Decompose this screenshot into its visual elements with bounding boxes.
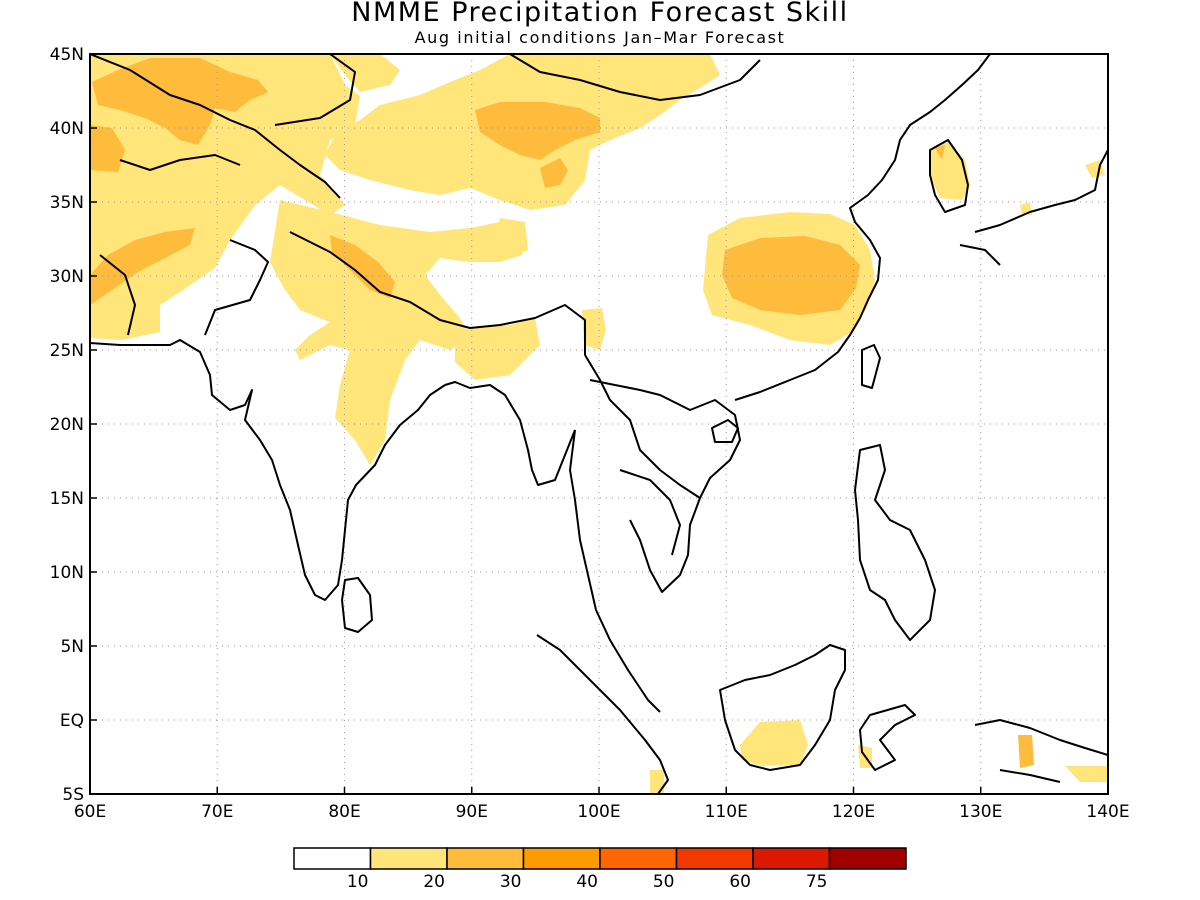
- shade-region-papua-high: [1018, 735, 1034, 768]
- chart-title: NMME Precipitation Forecast Skill: [351, 0, 849, 28]
- shade-region-borneo: [740, 720, 808, 766]
- colorbar-label: 10: [347, 872, 369, 892]
- colorbar-label: 60: [729, 872, 751, 892]
- shade-region-mongolia-high: [475, 102, 600, 160]
- colorbar-swatch: [369, 847, 448, 870]
- colorbar-label: 20: [423, 872, 445, 892]
- x-tick-label: 110E: [705, 802, 748, 822]
- colorbar-swatch: [599, 847, 678, 870]
- y-tick-label: 40N: [50, 119, 84, 139]
- coast-new-guinea: [974, 719, 1108, 783]
- shade-region-central-china-high: [722, 236, 860, 315]
- shade-region-new-guinea: [1065, 766, 1108, 782]
- border-central-asia: [90, 54, 761, 355]
- x-tick-label: 100E: [577, 802, 620, 822]
- shade-region-iran-high: [90, 125, 125, 172]
- colorbar-swatch: [522, 847, 601, 870]
- skill-shading: [90, 54, 1108, 794]
- y-tick-label: 35N: [50, 193, 84, 213]
- coast-sri-lanka: [341, 577, 373, 633]
- x-tick-label: 60E: [74, 802, 106, 822]
- shade-region-gansu-high: [540, 158, 568, 188]
- shade-region-yunnan: [582, 308, 606, 350]
- colorbar-swatch: [752, 847, 831, 870]
- coast-india: [90, 339, 446, 601]
- colorbar-label: 40: [576, 872, 598, 892]
- coast-sulawesi: [859, 704, 916, 771]
- x-tick-label: 80E: [328, 802, 360, 822]
- shade-region-west-asia: [90, 54, 360, 340]
- shade-region-bengal: [455, 318, 540, 380]
- shade-region-pakistan-high: [90, 228, 195, 305]
- coast-south-china: [734, 54, 991, 401]
- y-tick-label: 20N: [50, 415, 84, 435]
- chart-subtitle: Aug initial conditions Jan–Mar Forecast: [414, 28, 786, 47]
- x-tick-label: 90E: [456, 802, 488, 822]
- shade-region-nepal-high: [330, 235, 395, 298]
- y-tick-label: EQ: [60, 711, 84, 731]
- colorbar: 10 20 30 40 50 60 75: [293, 847, 907, 892]
- shade-region-west-asia-high: [92, 58, 268, 145]
- shade-region-himalaya: [270, 200, 525, 465]
- colorbar-label: 75: [806, 872, 828, 892]
- y-tick-label: 25N: [50, 341, 84, 361]
- colorbar-swatch: [293, 847, 372, 870]
- y-tick-label: 5N: [60, 637, 84, 657]
- coast-hainan: [711, 419, 739, 443]
- colorbar-label: 30: [500, 872, 522, 892]
- colorbar-swatch: [675, 847, 754, 870]
- y-tick-label: 45N: [50, 45, 84, 65]
- coast-borneo: [719, 644, 846, 771]
- y-tick-label: 5S: [62, 785, 84, 805]
- coastlines: [90, 54, 1108, 794]
- x-tick-label: 130E: [959, 802, 1002, 822]
- coast-malay-peninsula: [569, 429, 661, 713]
- shade-region-sumatra: [650, 770, 664, 794]
- x-tick-label: 120E: [832, 802, 875, 822]
- coast-taiwan: [861, 344, 881, 389]
- x-axis-ticks: 60E 70E 80E 90E 100E 110E 120E 130E 140E: [74, 787, 1130, 822]
- y-tick-label: 10N: [50, 563, 84, 583]
- coast-bangladesh-burma: [444, 381, 576, 486]
- x-tick-label: 70E: [201, 802, 233, 822]
- border-se-asia: [584, 354, 701, 556]
- colorbar-swatch: [446, 847, 525, 870]
- coast-indochina: [589, 379, 741, 593]
- coast-sumatra: [536, 634, 669, 794]
- x-tick-label: 140E: [1086, 802, 1129, 822]
- y-tick-label: 30N: [50, 267, 84, 287]
- coast-philippines: [854, 444, 936, 641]
- colorbar-label: 50: [653, 872, 675, 892]
- shade-region-northeast: [495, 218, 528, 258]
- y-axis-ticks: 5S EQ 5N 10N 15N 20N 25N 30N 35N 40N 45N: [50, 45, 97, 805]
- shade-region-korea-high: [935, 145, 945, 160]
- coast-japan: [959, 149, 1108, 266]
- coast-korea: [929, 139, 969, 213]
- shade-region-xinjiang: [330, 54, 400, 92]
- colorbar-swatch: [828, 847, 907, 870]
- y-tick-label: 15N: [50, 489, 84, 509]
